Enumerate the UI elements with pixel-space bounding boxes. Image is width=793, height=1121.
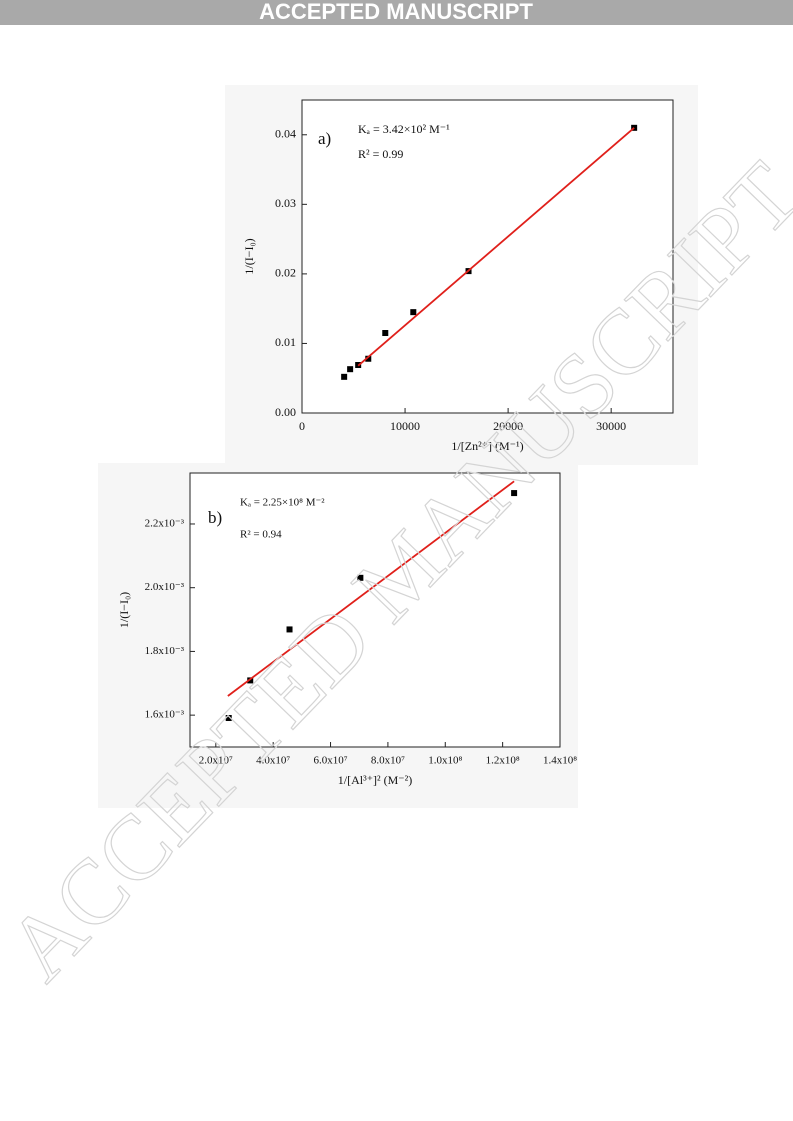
- y-tick-label: 0.04: [275, 127, 296, 141]
- data-point: [365, 355, 372, 362]
- data-point: [410, 309, 417, 316]
- annotation: R² = 0.99: [358, 147, 403, 161]
- annotation: Kₐ = 2.25×10⁸ M⁻²: [240, 497, 325, 509]
- y-tick-label: 0.00: [275, 405, 296, 419]
- y-tick-label: 0.01: [275, 335, 296, 349]
- x-tick-label: 8.0x10⁷: [371, 755, 405, 767]
- data-point: [382, 330, 389, 337]
- y-tick-label: 2.2x10⁻³: [145, 518, 185, 530]
- x-tick-label: 10000: [390, 419, 420, 433]
- x-tick-label: 1.0x10⁸: [428, 755, 462, 767]
- y-axis-label: 1/(I−I₀): [117, 592, 131, 628]
- data-point: [357, 574, 364, 581]
- fit-line: [357, 127, 635, 367]
- data-point: [225, 715, 232, 722]
- y-tick-label: 1.6x10⁻³: [145, 709, 185, 721]
- y-tick-label: 0.03: [275, 196, 296, 210]
- x-tick-label: 1.2x10⁸: [486, 755, 520, 767]
- panel-label: b): [208, 508, 222, 527]
- data-point: [347, 366, 354, 373]
- x-tick-label: 4.0x10⁷: [256, 755, 290, 767]
- y-axis-label: 1/(I−I₀): [242, 238, 256, 274]
- x-axis-label: 1/[Al³⁺]² (M⁻²): [338, 773, 412, 787]
- x-tick-label: 2.0x10⁷: [199, 755, 233, 767]
- data-point: [341, 373, 348, 380]
- x-axis-label: 1/[Zn²⁺] (M⁻¹): [451, 439, 523, 453]
- header-bar: [0, 0, 793, 25]
- charts: 0 10000 20000 30000 0.00 0.01 0.02 0.03 0.04 1/[Z…: [117, 99, 674, 787]
- y-tick-label: 1.8x10⁻³: [145, 645, 185, 657]
- data-point: [511, 490, 518, 497]
- x-tick-label: 30000: [596, 419, 626, 433]
- plot-frame: [189, 472, 561, 748]
- y-tick-label: 0.02: [275, 266, 296, 280]
- x-tick-label: 20000: [493, 419, 523, 433]
- annotation: R² = 0.94: [240, 529, 282, 541]
- data-point: [247, 677, 254, 684]
- panel-label: a): [318, 129, 331, 148]
- x-tick-label: 6.0x10⁷: [313, 755, 347, 767]
- header-text: ACCEPTED MANUSCRIPT: [259, 0, 533, 24]
- data-point: [286, 626, 293, 633]
- x-tick-label: 1.4x10⁸: [543, 755, 577, 767]
- y-tick-label: 2.0x10⁻³: [145, 581, 185, 593]
- fit-line: [227, 480, 515, 697]
- x-tick-label: 0: [299, 419, 305, 433]
- annotation: Kₐ = 3.42×10² M⁻¹: [358, 122, 450, 136]
